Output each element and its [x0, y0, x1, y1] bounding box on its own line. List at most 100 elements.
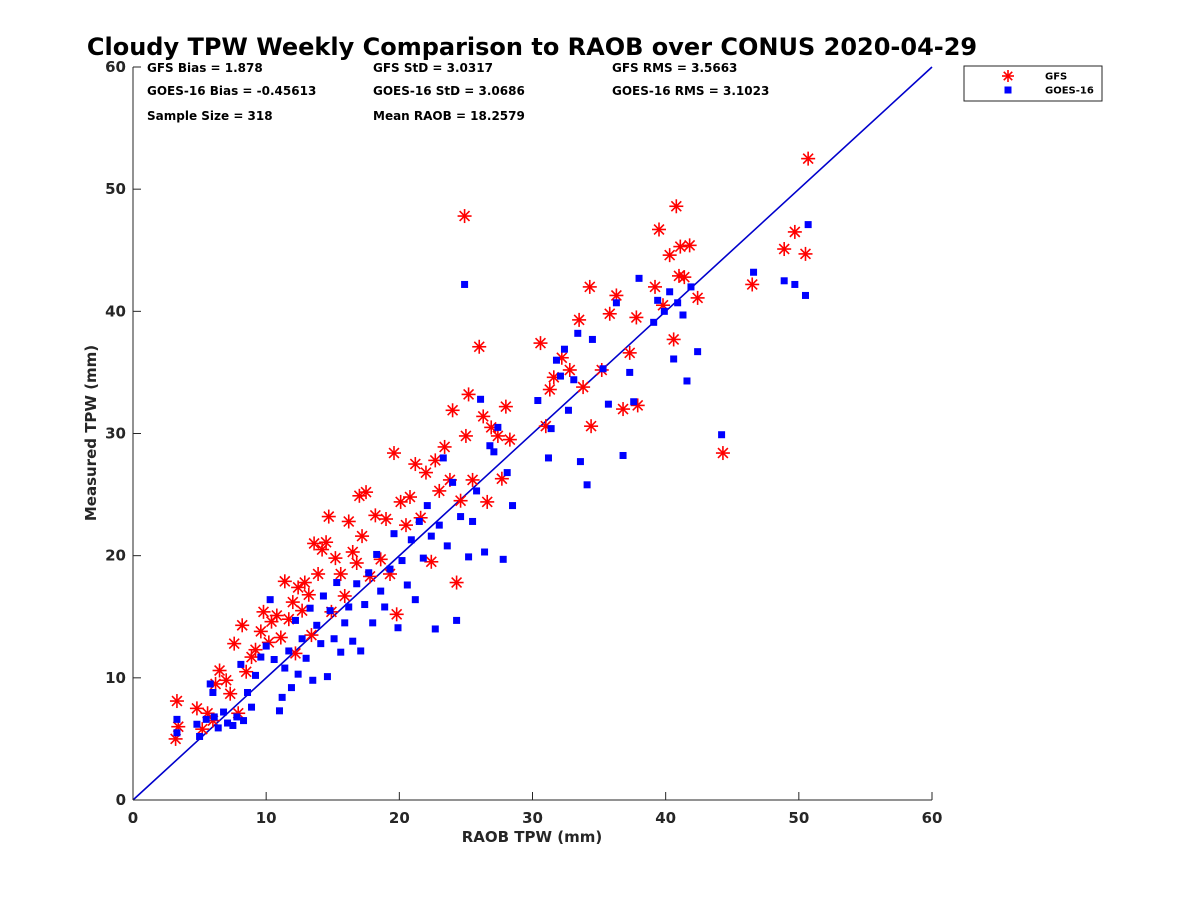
goes16-point — [345, 603, 353, 611]
gfs-point — [349, 555, 364, 570]
goes16-point — [443, 542, 451, 550]
gfs-point — [277, 574, 292, 589]
gfs-point — [662, 248, 677, 263]
goes16-point — [262, 642, 270, 650]
goes16-point — [319, 592, 327, 600]
gfs-point — [457, 209, 472, 224]
gfs-point — [355, 529, 370, 544]
x-tick-label: 20 — [389, 809, 410, 827]
goes16-point — [326, 607, 334, 615]
gfs-point — [465, 472, 480, 487]
goes16-point — [210, 713, 218, 721]
gfs-point — [248, 642, 263, 657]
goes16-point — [220, 708, 228, 716]
gfs-point — [244, 650, 259, 665]
goes16-point — [503, 469, 511, 477]
gfs-point — [389, 607, 404, 622]
gfs-point — [461, 387, 476, 402]
gfs-point — [235, 618, 250, 633]
gfs-point — [715, 446, 730, 461]
stat-text: GOES-16 StD = 3.0686 — [373, 84, 525, 98]
goes16-point — [650, 318, 658, 326]
x-tick-label: 40 — [655, 809, 676, 827]
gfs-point — [311, 566, 326, 581]
goes16-point — [403, 581, 411, 589]
goes16-point — [473, 487, 481, 495]
gfs-point — [472, 339, 487, 354]
goes16-point — [687, 283, 695, 291]
goes16-point — [337, 648, 345, 656]
gfs-point — [572, 312, 587, 327]
x-tick-label: 10 — [256, 809, 277, 827]
gfs-point — [304, 628, 319, 643]
gfs-point — [408, 457, 423, 472]
gfs-point — [239, 664, 254, 679]
gfs-point — [301, 587, 316, 602]
gfs-point — [269, 608, 284, 623]
stat-text: GFS Bias = 1.878 — [147, 61, 263, 75]
goes16-point — [423, 502, 431, 510]
y-axis-label: Measured TPW (mm) — [82, 345, 100, 521]
gfs-point — [195, 722, 210, 737]
gfs-point — [673, 239, 688, 254]
goes16-point — [791, 280, 799, 288]
gfs-point — [480, 494, 495, 509]
gfs-point — [368, 508, 383, 523]
goes16-point — [547, 425, 555, 433]
gfs-point — [387, 446, 402, 461]
goes16-point — [306, 604, 314, 612]
goes16-point — [229, 721, 237, 729]
goes16-point — [317, 640, 325, 648]
goes16-point — [381, 603, 389, 611]
goes16-point — [257, 653, 265, 661]
goes16-point — [357, 647, 365, 655]
goes16-point — [386, 565, 394, 573]
reference-line-group — [132, 66, 933, 801]
y-axis-ticks: 0 10 20 30 40 50 60 — [105, 58, 141, 809]
gfs-point — [219, 673, 234, 688]
goes16-point — [173, 729, 181, 737]
stat-text: GOES-16 RMS = 3.1023 — [612, 84, 769, 98]
stat-text: Mean RAOB = 18.2579 — [373, 109, 525, 123]
goes16-point — [564, 406, 572, 414]
legend: GFS GOES-16 — [963, 65, 1103, 102]
gfs-point — [328, 551, 343, 566]
gfs-point — [432, 483, 447, 498]
gfs-point — [445, 403, 460, 418]
gfs-point — [379, 512, 394, 527]
goes16-point — [415, 517, 423, 525]
gfs-point — [798, 246, 813, 261]
legend-label: GOES-16 — [1045, 86, 1094, 97]
goes16-point — [574, 329, 582, 337]
goes16-point — [330, 635, 338, 643]
gfs-point — [801, 151, 816, 166]
goes16-point — [394, 624, 402, 632]
goes16-point — [465, 553, 473, 561]
goes16-point — [544, 454, 552, 462]
goes16-point — [683, 377, 691, 385]
gfs-point — [307, 536, 322, 551]
gfs-point — [212, 663, 227, 678]
gfs-point — [666, 332, 681, 347]
goes16-point — [494, 423, 502, 431]
goes16-point — [654, 296, 662, 304]
gfs-point — [398, 518, 413, 533]
goes16-point — [750, 268, 758, 276]
goes16-point — [369, 619, 377, 627]
goes16-point — [576, 458, 584, 466]
goes16-point — [390, 530, 398, 538]
goes16-point — [679, 311, 687, 319]
goes16-point — [196, 732, 204, 740]
x-axis-ticks: 0 10 20 30 40 50 60 — [128, 792, 942, 827]
goes16-point — [453, 616, 461, 624]
gfs-point — [502, 432, 517, 447]
gfs-point — [253, 624, 268, 639]
gfs-point — [297, 575, 312, 590]
gfs-point — [690, 290, 705, 305]
goes16-point — [583, 481, 591, 489]
gfs-point — [341, 514, 356, 529]
legend-label: GFS — [1045, 72, 1067, 83]
y-tick-label: 10 — [105, 669, 126, 687]
goes16-point — [193, 720, 201, 728]
goes16-point — [801, 291, 809, 299]
